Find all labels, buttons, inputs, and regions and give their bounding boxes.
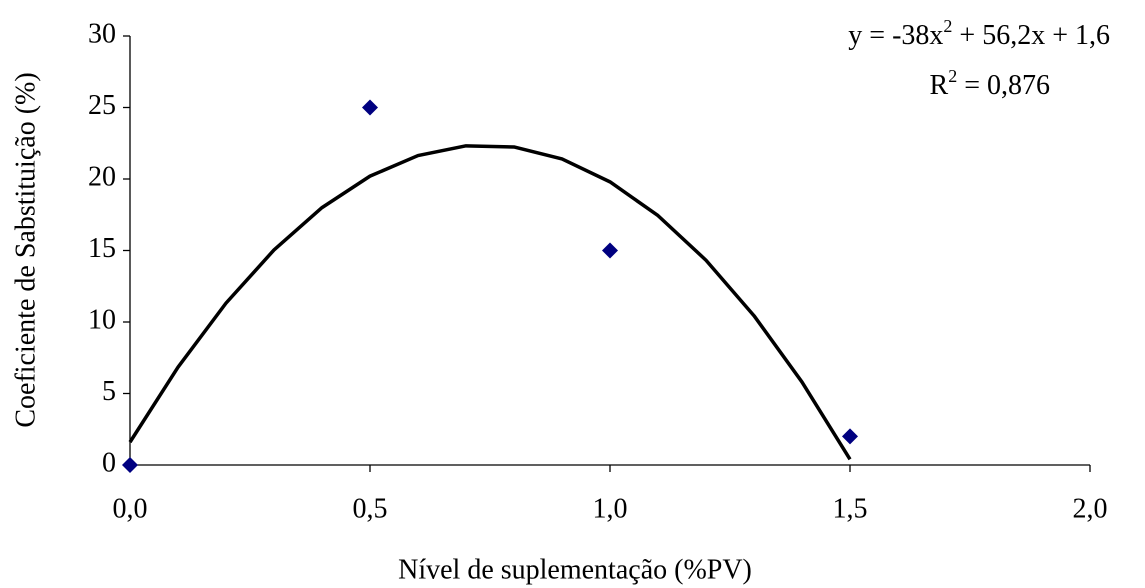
trendline xyxy=(128,144,852,461)
y-tick-label: 30 xyxy=(88,18,116,49)
x-tick-label: 1,5 xyxy=(833,493,868,524)
marker xyxy=(842,428,858,445)
marker xyxy=(602,242,618,259)
x-tick-label: 1,0 xyxy=(593,493,628,524)
y-tick-label: 15 xyxy=(88,233,116,264)
y-axis-title: Coeficiente de Sabstituição (%) xyxy=(10,72,41,427)
equation: R2 = 0,876 xyxy=(930,66,1050,101)
x-tick-label: 0,0 xyxy=(113,493,148,524)
marker xyxy=(122,457,138,473)
equation-part: = 0,876 xyxy=(957,70,1050,101)
y-tick-label: 25 xyxy=(88,90,116,121)
equation-part: 2 xyxy=(948,66,957,86)
equation-part: 2 xyxy=(943,16,952,36)
marker xyxy=(362,99,378,116)
equation-part: y = -38x xyxy=(848,20,943,51)
y-tick-label: 0 xyxy=(102,447,116,478)
y-tick-label: 20 xyxy=(88,161,116,192)
equation: y = -38x2 + 56,2x + 1,6 xyxy=(848,16,1110,51)
x-axis-title: Nível de suplementação (%PV) xyxy=(398,554,752,585)
y-tick-label: 10 xyxy=(88,304,116,335)
y-tick-label: 5 xyxy=(102,376,116,407)
x-tick-label: 0,5 xyxy=(353,493,388,524)
equation-part: + 56,2x + 1,6 xyxy=(952,20,1110,51)
x-tick-label: 2,0 xyxy=(1073,493,1108,524)
equation-part: R xyxy=(930,70,949,101)
